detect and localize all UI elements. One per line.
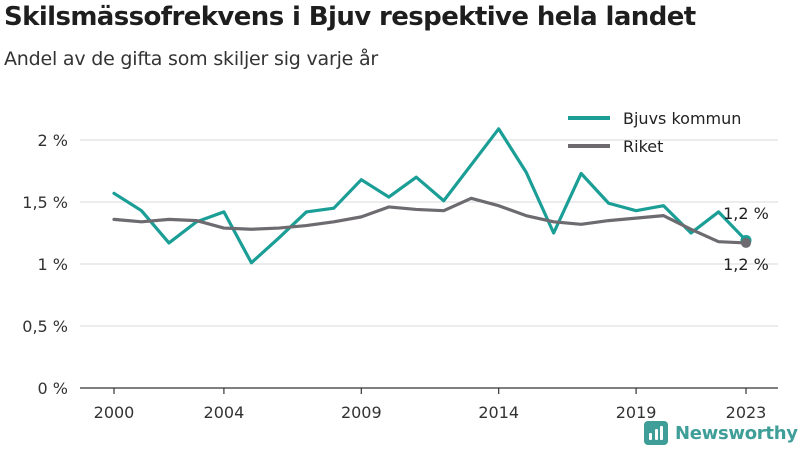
x-tick-label: 2019 bbox=[616, 403, 657, 422]
series-lines bbox=[112, 127, 752, 265]
legend-label: Bjuvs kommun bbox=[623, 109, 741, 128]
end-value-label: 1,2 % bbox=[723, 255, 769, 274]
end-value-label: 1,2 % bbox=[723, 204, 769, 223]
x-tick-label: 2000 bbox=[94, 403, 135, 422]
legend: Bjuvs kommun Riket bbox=[568, 109, 741, 156]
series-line-bjuv bbox=[112, 127, 748, 265]
x-tick-label: 2023 bbox=[726, 403, 767, 422]
chart-subtitle: Andel av de gifta som skiljer sig varje … bbox=[4, 48, 379, 70]
chart-bars-icon bbox=[644, 421, 668, 445]
y-tick-label: 0 % bbox=[38, 379, 68, 398]
legend-label: Riket bbox=[623, 137, 663, 156]
axes: 0 % 0,5 % 1 % 1,5 % 2 % 2000 2004 2009 2014 2019 2… bbox=[22, 131, 778, 422]
series-end-marker bbox=[741, 237, 751, 248]
gridlines bbox=[80, 139, 778, 327]
y-tick-label: 1 % bbox=[38, 255, 68, 274]
newsworthy-logo: Newsworthy bbox=[644, 420, 798, 446]
x-tick-label: 2009 bbox=[341, 403, 382, 422]
series-line-riket bbox=[112, 196, 748, 245]
x-tick-label: 2004 bbox=[204, 403, 245, 422]
y-tick-label: 2 % bbox=[38, 131, 68, 150]
y-tick-label: 0,5 % bbox=[22, 317, 68, 336]
y-tick-label: 1,5 % bbox=[22, 193, 68, 212]
end-labels: 1,2 % 1,2 % bbox=[723, 204, 769, 274]
logo-text: Newsworthy bbox=[675, 422, 798, 444]
x-tick-label: 2014 bbox=[478, 403, 519, 422]
chart-title: Skilsmässofrekvens i Bjuv respektive hel… bbox=[4, 2, 696, 32]
